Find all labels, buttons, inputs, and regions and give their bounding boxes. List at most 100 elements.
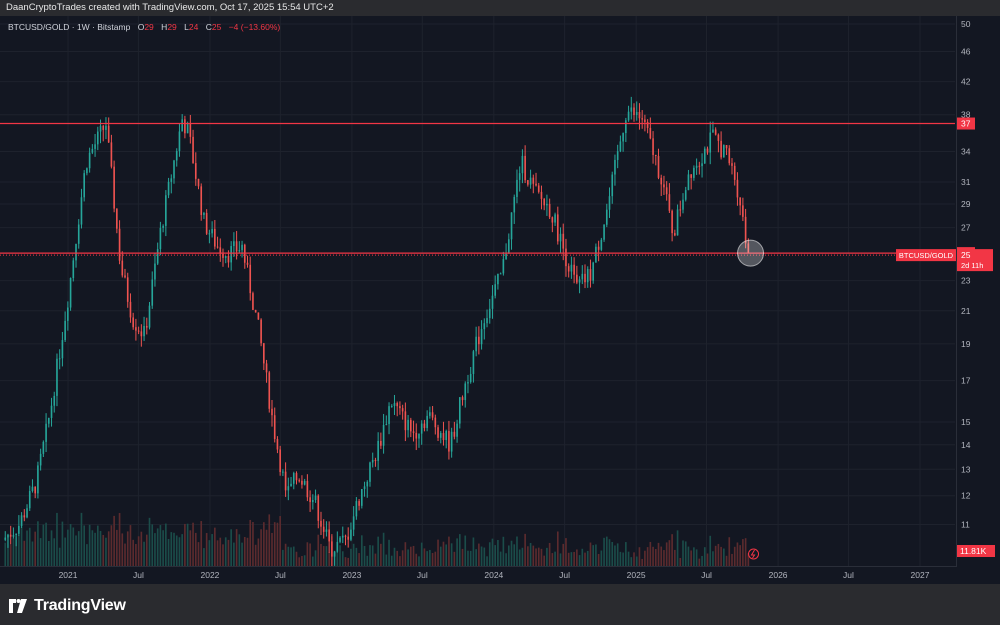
candle-body [94,144,96,149]
volume-bar [162,530,164,566]
price-tick-label: 11 [961,519,970,529]
volume-bar [58,547,61,566]
candle-body [654,154,657,157]
candle-body [56,358,58,396]
lightning-icon[interactable] [748,548,760,560]
volume-bar [249,519,252,566]
volume-bar [320,543,322,566]
time-tick-label: 2026 [769,570,788,580]
volume-bar [246,537,249,566]
candle-body [303,480,306,485]
candle-body [733,165,736,180]
volume-bar [271,532,273,566]
candle-body [603,224,605,240]
candle-body [352,516,355,530]
volume-bar [61,521,64,566]
volume-bar [303,555,306,566]
candle-body [23,515,26,518]
candle-body [701,163,703,167]
candle-body [173,160,175,179]
volume-bar [205,533,208,566]
volume-bar [366,555,369,566]
price-chart[interactable]: 50 46 42 38 34 31 29 27 25 23 21 19 17 15 14 13 12 11 202… [0,16,1000,584]
horizontal-lines[interactable] [0,122,955,256]
chart-area[interactable]: 50 46 42 38 34 31 29 27 25 23 21 19 17 15 14 13 12 11 202… [0,16,1000,584]
candle-body [633,107,635,116]
candle-body [597,246,600,250]
candle-body [529,177,532,185]
candle-body [469,373,472,383]
candle-body [28,491,31,509]
candle-body [524,155,526,181]
candle-body [731,163,733,166]
volume-bar [254,544,257,566]
candle-body [361,489,363,506]
candle-body [714,129,717,135]
volume-bar [657,542,660,566]
candle-body [320,520,322,527]
volume-bar [339,545,341,566]
price-tick-label: 13 [961,464,971,474]
attribution-text: DaanCryptoTrades created with TradingVie… [6,2,334,13]
volume-bar [494,545,497,566]
time-axis-ticks: 2021 Jul 2022 Jul 2023 Jul 2024 Jul 2025 Jul 2026 J… [59,570,930,580]
volume-bar [45,522,47,566]
footer: TradingView [0,584,1000,625]
candle-body [660,177,663,185]
candle-body [728,148,731,164]
candle-body [644,119,646,122]
candle-body [249,264,252,294]
candle-body [388,406,390,425]
candle-body [488,308,491,319]
candle-body [668,194,671,211]
volume-bar [551,553,554,566]
candle-body [83,173,86,198]
candle-body [7,534,9,538]
tradingview-brand[interactable]: TradingView [8,597,126,615]
candle-body [151,279,154,306]
volume-bar [77,531,80,566]
candle-body [110,142,113,167]
volume-bar [192,522,194,566]
candle-body [399,406,401,409]
candle-body [238,250,241,252]
volume-bar [336,550,339,566]
volume-bar [184,523,186,566]
volume-bar [486,556,488,566]
price-tick-label: 15 [961,417,971,427]
time-tick-label: 2021 [59,570,78,580]
volume-bar [292,546,295,566]
candle-body [246,262,249,265]
volume-bar [600,550,603,566]
volume-bar [733,546,736,566]
time-axis[interactable] [0,566,957,584]
candle-body [562,233,565,249]
volume-bar [26,530,28,566]
candle-body [437,427,439,438]
volume-bar [121,533,124,566]
candle-body [214,228,216,247]
candle-body [124,275,126,278]
volume-bar [194,532,197,566]
candle-body [445,430,448,441]
volume-bar [181,534,183,566]
candle-body [200,186,203,215]
chart-background [0,16,1000,584]
candle-body [418,433,420,439]
candle-body [674,233,676,236]
volume-bar [371,545,374,566]
volume-bar [698,558,701,566]
volume-bar [268,514,271,566]
volume-bar [20,526,23,566]
volume-bar [450,543,453,566]
candle-body [516,179,518,197]
volume-bar [399,556,401,566]
candle-body [105,125,107,130]
candle-body [116,208,118,229]
candle-body [235,241,238,252]
volume-bar [742,539,744,566]
price-axis[interactable] [957,16,1000,584]
volume-bar [233,542,235,566]
candle-body [39,453,42,466]
candle-body [15,533,17,536]
